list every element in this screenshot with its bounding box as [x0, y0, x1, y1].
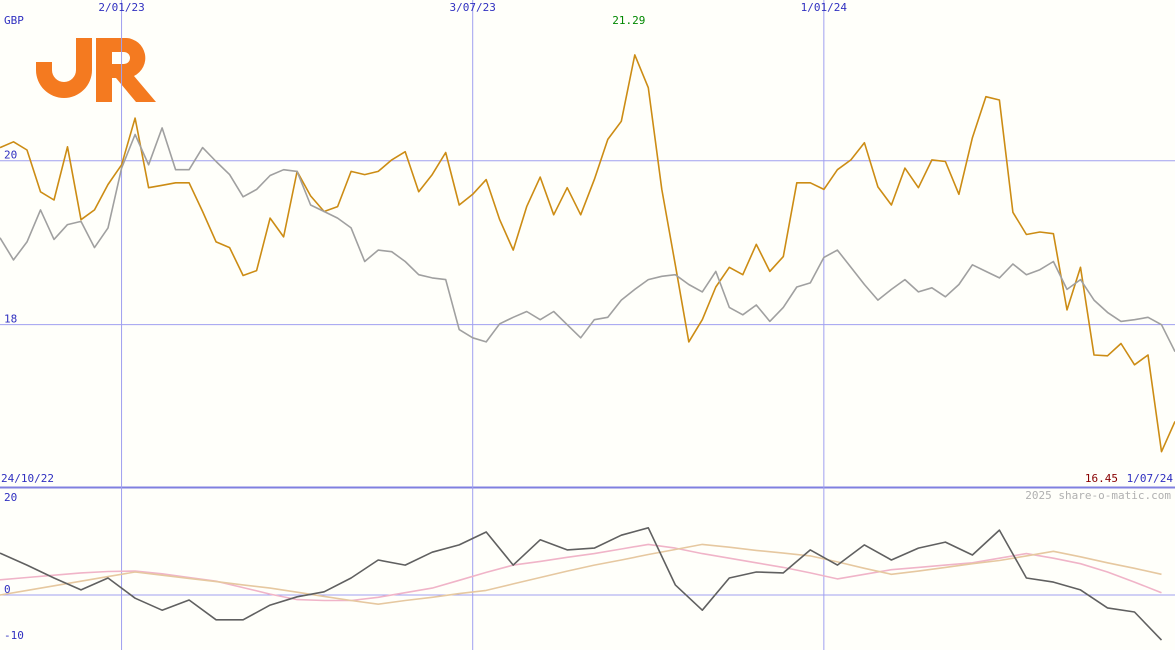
max-label: 21.29: [612, 14, 645, 27]
y-tick-label: -10: [4, 629, 24, 642]
logo: [36, 38, 156, 102]
x-tick-label: 24/10/22: [1, 472, 54, 485]
y-tick-label: 20: [4, 149, 17, 162]
watermark: 2025 share-o-matic.com: [1025, 489, 1171, 502]
x-tick-label: 1/07/24: [1127, 472, 1174, 485]
series-line: [0, 543, 1162, 605]
series-line: [0, 54, 1175, 453]
y-tick-label: 18: [4, 313, 17, 326]
min-label: 16.45: [1085, 472, 1118, 485]
y-tick-label: 0: [4, 583, 11, 596]
logo-r: [96, 38, 156, 102]
series-line: [0, 127, 1175, 353]
x-tick-label: 2/01/23: [98, 1, 144, 14]
y-tick-label: 20: [4, 491, 17, 504]
y-axis-label: GBP: [4, 14, 24, 27]
series-line: [0, 527, 1163, 641]
logo-j: [36, 38, 92, 98]
x-tick-label: 3/07/23: [450, 1, 496, 14]
series-line: [0, 543, 1162, 602]
x-tick-label: 1/01/24: [801, 1, 848, 14]
